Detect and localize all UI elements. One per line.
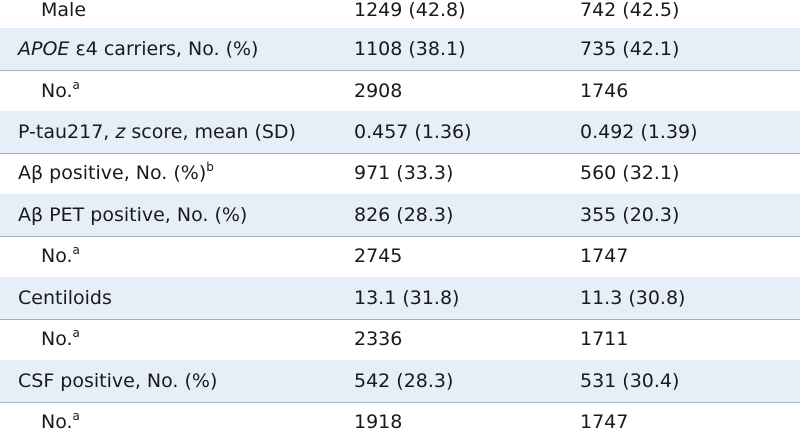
table-row: No.a 1918 1747 xyxy=(0,401,800,443)
row-label: Aβ positive, No. (%)b xyxy=(18,152,214,194)
row-label-italic: z xyxy=(115,121,126,143)
value-cell: 2908 xyxy=(354,80,403,102)
value-cell: 11.3 (30.8) xyxy=(580,287,686,309)
row-label: No.a xyxy=(41,401,80,443)
row-divider xyxy=(0,236,800,237)
row-divider xyxy=(0,319,800,320)
value-cell: 13.1 (31.8) xyxy=(354,287,460,309)
gene-name: APOE xyxy=(18,38,70,60)
row-label: P-tau217, z score, mean (SD) xyxy=(18,111,296,153)
row-label: CSF positive, No. (%) xyxy=(18,370,218,392)
value-cell: 1746 xyxy=(580,80,629,102)
row-label-text: ε4 carriers, No. (%) xyxy=(69,38,259,60)
table-row: P-tau217, z score, mean (SD) 0.457 (1.36… xyxy=(0,111,800,154)
row-label: APOE ε4 carriers, No. (%) xyxy=(18,28,258,70)
footnote-marker: a xyxy=(72,326,80,340)
table-row: No.a 2745 1747 xyxy=(0,235,800,278)
value-cell: 1747 xyxy=(580,411,629,433)
value-cell: 735 (42.1) xyxy=(580,38,680,60)
value-cell: 355 (20.3) xyxy=(580,204,680,226)
row-label-text: No. xyxy=(41,245,73,267)
table-row: Aβ positive, No. (%)b 971 (33.3) 560 (32… xyxy=(0,152,800,195)
footnote-marker: b xyxy=(206,160,214,174)
value-cell: 531 (30.4) xyxy=(580,370,680,392)
data-table: Male 1249 (42.8) 742 (42.5) APOE ε4 carr… xyxy=(0,0,800,433)
row-divider xyxy=(0,153,800,154)
table-row: Male 1249 (42.8) 742 (42.5) xyxy=(0,0,800,32)
value-cell: 2336 xyxy=(354,328,403,350)
row-label: No.a xyxy=(41,70,80,112)
table-row: No.a 2908 1746 xyxy=(0,70,800,113)
table-row: Aβ PET positive, No. (%) 826 (28.3) 355 … xyxy=(0,194,800,237)
value-cell: 542 (28.3) xyxy=(354,370,454,392)
value-cell: 1918 xyxy=(354,411,403,433)
footnote-marker: a xyxy=(72,409,80,423)
value-cell: 560 (32.1) xyxy=(580,162,680,184)
table-row: Centiloids 13.1 (31.8) 11.3 (30.8) xyxy=(0,277,800,320)
table-row: No.a 2336 1711 xyxy=(0,318,800,361)
table-row: APOE ε4 carriers, No. (%) 1108 (38.1) 73… xyxy=(0,28,800,71)
row-label-text: No. xyxy=(41,80,73,102)
row-divider xyxy=(0,402,800,403)
value-cell: 1747 xyxy=(580,245,629,267)
value-cell: 742 (42.5) xyxy=(580,0,680,21)
row-label: No.a xyxy=(41,318,80,360)
value-cell: 1108 (38.1) xyxy=(354,38,466,60)
value-cell: 826 (28.3) xyxy=(354,204,454,226)
value-cell: 1711 xyxy=(580,328,629,350)
value-cell: 971 (33.3) xyxy=(354,162,454,184)
row-label-text: P-tau217, xyxy=(18,121,116,143)
row-label: No.a xyxy=(41,235,80,277)
row-label: Aβ PET positive, No. (%) xyxy=(18,204,248,226)
value-cell: 0.492 (1.39) xyxy=(580,121,698,143)
footnote-marker: a xyxy=(72,78,80,92)
row-divider xyxy=(0,70,800,71)
value-cell: 2745 xyxy=(354,245,403,267)
table-row: CSF positive, No. (%) 542 (28.3) 531 (30… xyxy=(0,360,800,403)
footnote-marker: a xyxy=(72,243,80,257)
value-cell: 0.457 (1.36) xyxy=(354,121,472,143)
row-label-text: score, mean (SD) xyxy=(125,121,296,143)
row-label: Male xyxy=(41,0,87,21)
row-label-text: Aβ positive, No. (%) xyxy=(18,162,207,184)
row-label: Centiloids xyxy=(18,287,112,309)
row-label-text: No. xyxy=(41,411,73,433)
value-cell: 1249 (42.8) xyxy=(354,0,466,21)
row-label-text: No. xyxy=(41,328,73,350)
